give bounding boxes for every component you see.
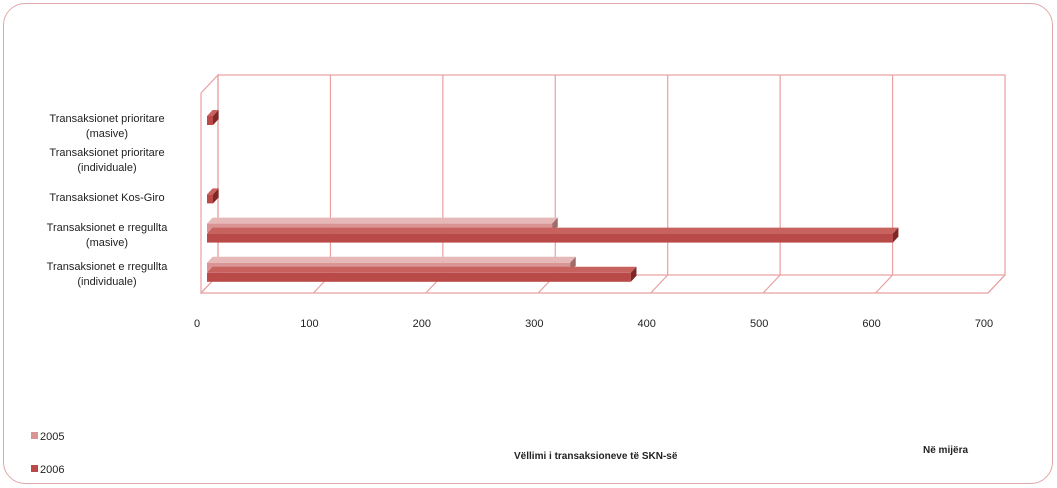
bar-2006: [207, 116, 213, 125]
bar-top-2005: [207, 217, 558, 224]
unit-note: Në mijëra: [923, 445, 969, 456]
category-label-line: (masive): [85, 237, 129, 249]
category-label-line: Transaksionet prioritare: [49, 147, 165, 159]
category-label: Transaksionet e rregullta (individuale): [17, 260, 197, 290]
x-tick-label: 400: [638, 318, 656, 330]
bar-end-2006: [213, 110, 219, 125]
category-label-line: Transaksionet e rregullta: [46, 222, 168, 234]
legend-label: 2005: [40, 431, 65, 443]
bar-end-2006: [630, 266, 637, 282]
category-label-line: (masive): [85, 128, 129, 140]
bar-2006: [207, 272, 631, 282]
x-tick-label: 100: [300, 318, 318, 330]
category-label: Transaksionet prioritare (individuale): [17, 146, 197, 176]
bar-2006: [207, 194, 213, 204]
x-tick-label: 700: [975, 318, 993, 330]
x-tick-label: 200: [413, 318, 431, 330]
x-tick-label: 600: [862, 318, 880, 330]
legend-swatch: [31, 432, 38, 439]
x-tick-label: 300: [525, 318, 543, 330]
floor-gridline: [650, 274, 669, 294]
x-tick-label: 0: [194, 318, 200, 330]
chart-caption: Vëllimi i transaksioneve të SKN-së: [514, 451, 678, 462]
category-label: Transaksionet prioritare (masive): [17, 112, 197, 142]
chart-frame: 0 100 200 300 400 500 600 700 Transaksionet pri…: [3, 3, 1053, 484]
category-label-line: (individuale): [77, 162, 137, 174]
category-label-line: Transaksionet Kos-Giro: [49, 191, 165, 204]
category-label: Transaksionet e rregullta (masive): [17, 221, 197, 251]
category-label-line: Transaksionet e rregullta: [46, 261, 168, 273]
legend-label: 2006: [40, 464, 65, 476]
category-label-line: Transaksionet prioritare: [49, 113, 165, 125]
category-label-line: (individuale): [77, 276, 137, 288]
floor-gridline: [762, 274, 781, 294]
bar-end-2006: [892, 227, 899, 243]
bar-top-2005: [207, 256, 576, 263]
legend-swatch: [31, 465, 38, 472]
bar-top-2006: [207, 110, 219, 116]
bar-2006: [207, 233, 893, 243]
bar-top-2006: [207, 188, 219, 195]
x-tick-label: 500: [750, 318, 768, 330]
floor-gridline: [987, 274, 1006, 294]
back-wall: [217, 74, 1006, 276]
category-label: Transaksionet Kos-Giro: [17, 191, 197, 206]
bar-top-2006: [207, 266, 637, 273]
bar-end-2006: [213, 188, 219, 204]
plot-area: 0 100 200 300 400 500 600 700: [194, 73, 1006, 330]
floor-gridline: [875, 274, 894, 294]
bar-top-2006: [207, 227, 899, 234]
